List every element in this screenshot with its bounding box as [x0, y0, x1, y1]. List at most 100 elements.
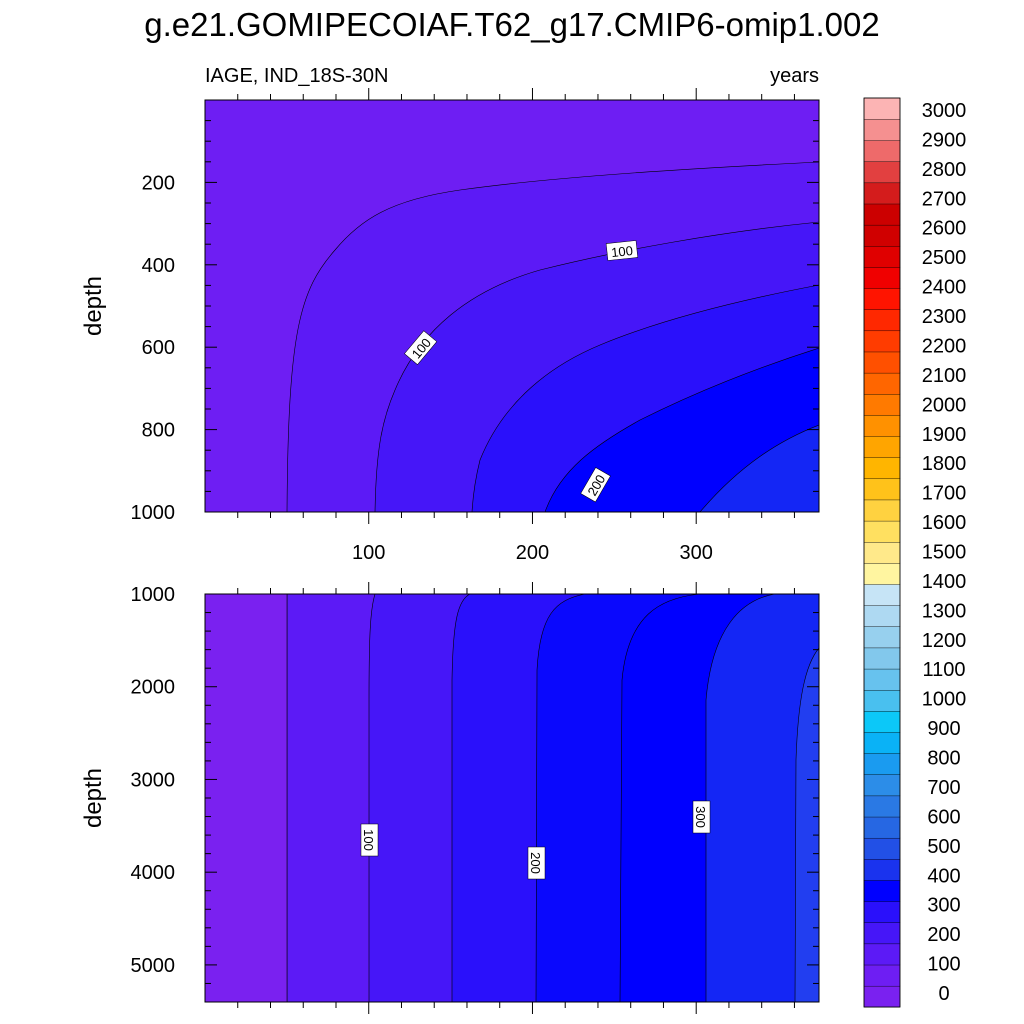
x-tick-label: 200 — [516, 542, 549, 564]
colorbar-box — [863, 393, 901, 416]
top-contours — [205, 100, 819, 512]
y-axis-label: depth — [80, 276, 107, 336]
colorbar-box — [863, 753, 901, 775]
contour-label: 100 — [360, 823, 379, 857]
colorbar-box — [863, 858, 901, 881]
colorbar-label: 1300 — [922, 600, 967, 622]
colorbar: 0 100 200 300 400 500 600 700 800 900 1000 1100 1200… — [863, 97, 967, 1008]
colorbar-label: 2500 — [922, 247, 967, 269]
colorbar-label: 1400 — [922, 571, 967, 593]
bottom-contours — [205, 594, 819, 1002]
x-tick-label: 300 — [680, 542, 713, 564]
colorbar-box — [863, 731, 901, 754]
colorbar-box — [863, 710, 901, 733]
colorbar-label: 1100 — [922, 659, 965, 681]
colorbar-box — [863, 901, 901, 923]
y-tick-label: 200 — [142, 172, 175, 194]
colorbar-box — [863, 584, 901, 606]
colorbar-box — [863, 309, 901, 332]
colorbar-box — [863, 288, 901, 310]
contour-label-text: 100 — [610, 243, 633, 260]
colorbar-box — [863, 879, 901, 902]
colorbar-box — [863, 161, 901, 184]
colorbar-box — [863, 647, 901, 670]
contour-line — [205, 100, 819, 512]
colorbar-label: 2200 — [922, 335, 967, 357]
colorbar-box — [863, 330, 901, 353]
colorbar-box — [863, 351, 901, 374]
colorbar-box — [863, 118, 901, 141]
colorbar-label: 200 — [927, 924, 960, 946]
colorbar-box — [863, 414, 901, 437]
y-axis-label: depth — [80, 768, 107, 828]
colorbar-box — [863, 985, 901, 1008]
colorbar-label: 2700 — [922, 188, 967, 210]
colorbar-box — [863, 372, 901, 395]
colorbar-box — [863, 224, 901, 247]
colorbar-box — [863, 837, 901, 860]
contour-label-text: 200 — [528, 852, 543, 874]
y-tick-label: 400 — [142, 255, 175, 277]
y-tick-label: 600 — [142, 337, 175, 359]
colorbar-label: 300 — [927, 895, 960, 917]
y-tick-label: 1000 — [131, 584, 176, 606]
bottom-panel: 100 200 300 1000 2000 3000 4000 5000 depth — [80, 582, 820, 1014]
colorbar-box — [863, 457, 901, 480]
colorbar-box — [863, 774, 901, 797]
left-subtitle: IAGE, IND_18S-30N — [205, 65, 388, 87]
colorbar-label: 1200 — [922, 630, 967, 652]
colorbar-box — [863, 499, 901, 522]
band-fill — [205, 594, 287, 1002]
right-subtitle: years — [770, 65, 819, 87]
colorbar-box — [863, 943, 901, 966]
colorbar-box — [863, 626, 901, 649]
contour-label: 100 — [605, 240, 639, 261]
colorbar-label: 1600 — [922, 512, 967, 534]
y-tick-label: 4000 — [131, 862, 176, 884]
colorbar-label: 2100 — [922, 365, 967, 387]
colorbar-box — [863, 668, 901, 691]
contour-label-text: 300 — [693, 806, 708, 828]
colorbar-label: 1700 — [922, 483, 967, 505]
colorbar-box — [863, 605, 901, 627]
y-tick-label: 800 — [142, 420, 175, 442]
colorbar-label: 2000 — [922, 394, 967, 416]
colorbar-box — [863, 97, 901, 120]
contour-label: 200 — [527, 846, 546, 880]
colorbar-box — [863, 203, 901, 226]
colorbar-label: 0 — [938, 983, 949, 1005]
colorbar-label: 700 — [927, 777, 960, 799]
y-tick-label: 2000 — [131, 677, 176, 699]
colorbar-label: 900 — [927, 718, 960, 740]
colorbar-box — [863, 964, 901, 987]
colorbar-label: 100 — [927, 954, 960, 976]
colorbar-label: 2600 — [922, 218, 967, 240]
y-tick-label: 1000 — [131, 502, 176, 524]
colorbar-label: 2800 — [922, 159, 967, 181]
colorbar-label: 600 — [927, 806, 960, 828]
x-tick-label: 100 — [352, 542, 385, 564]
colorbar-box — [863, 245, 901, 268]
colorbar-label: 2300 — [922, 306, 967, 328]
colorbar-label: 2900 — [922, 129, 967, 151]
colorbar-label: 1800 — [922, 453, 967, 475]
contour-label: 300 — [692, 800, 711, 834]
colorbar-label: 800 — [927, 748, 960, 770]
colorbar-box — [863, 816, 901, 839]
colorbar-box — [863, 266, 901, 289]
colorbar-box — [863, 140, 901, 162]
colorbar-box — [863, 689, 901, 712]
colorbar-label: 3000 — [922, 100, 967, 122]
contour-label-text: 100 — [361, 829, 376, 851]
colorbar-box — [863, 436, 901, 458]
colorbar-box — [863, 562, 901, 585]
colorbar-label: 1900 — [922, 424, 967, 446]
colorbar-box — [863, 182, 901, 205]
colorbar-box — [863, 795, 901, 818]
colorbar-label: 500 — [927, 836, 960, 858]
colorbar-box — [863, 541, 901, 564]
colorbar-label: 1000 — [922, 689, 967, 711]
colorbar-box — [863, 922, 901, 945]
